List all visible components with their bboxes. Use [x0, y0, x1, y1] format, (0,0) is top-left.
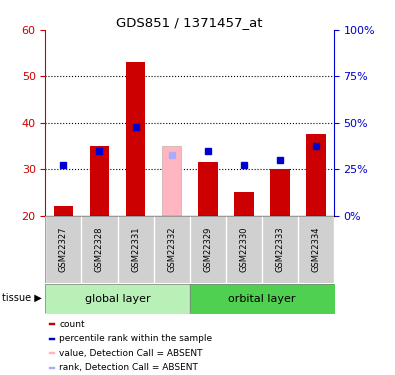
Text: rank, Detection Call = ABSENT: rank, Detection Call = ABSENT: [59, 363, 198, 372]
Bar: [49, 338, 55, 340]
Bar: [270, 169, 290, 216]
Bar: [90, 146, 109, 216]
FancyBboxPatch shape: [154, 216, 190, 283]
Text: percentile rank within the sample: percentile rank within the sample: [59, 334, 212, 343]
FancyBboxPatch shape: [118, 216, 154, 283]
Text: GSM22331: GSM22331: [131, 226, 140, 272]
Text: orbital layer: orbital layer: [228, 294, 295, 303]
Bar: [234, 192, 254, 216]
FancyBboxPatch shape: [81, 216, 118, 283]
Text: GSM22332: GSM22332: [167, 226, 176, 272]
FancyBboxPatch shape: [298, 216, 334, 283]
FancyBboxPatch shape: [226, 216, 261, 283]
FancyBboxPatch shape: [190, 216, 226, 283]
FancyBboxPatch shape: [45, 216, 81, 283]
Text: tissue ▶: tissue ▶: [2, 293, 42, 303]
Text: GSM22334: GSM22334: [311, 226, 320, 272]
Text: GSM22327: GSM22327: [59, 226, 68, 272]
Text: GSM22330: GSM22330: [239, 226, 248, 272]
Bar: [49, 367, 55, 369]
Bar: [306, 134, 325, 216]
Text: count: count: [59, 320, 85, 328]
Bar: [126, 63, 145, 216]
Bar: [49, 323, 55, 325]
Text: GSM22328: GSM22328: [95, 226, 104, 272]
Bar: [162, 146, 181, 216]
FancyBboxPatch shape: [261, 216, 298, 283]
Bar: [54, 206, 73, 216]
Text: GSM22329: GSM22329: [203, 226, 212, 272]
Text: GSM22333: GSM22333: [275, 226, 284, 272]
Bar: [49, 352, 55, 354]
Text: global layer: global layer: [85, 294, 150, 303]
Text: value, Detection Call = ABSENT: value, Detection Call = ABSENT: [59, 349, 203, 358]
Title: GDS851 / 1371457_at: GDS851 / 1371457_at: [117, 16, 263, 29]
Bar: [198, 162, 218, 216]
